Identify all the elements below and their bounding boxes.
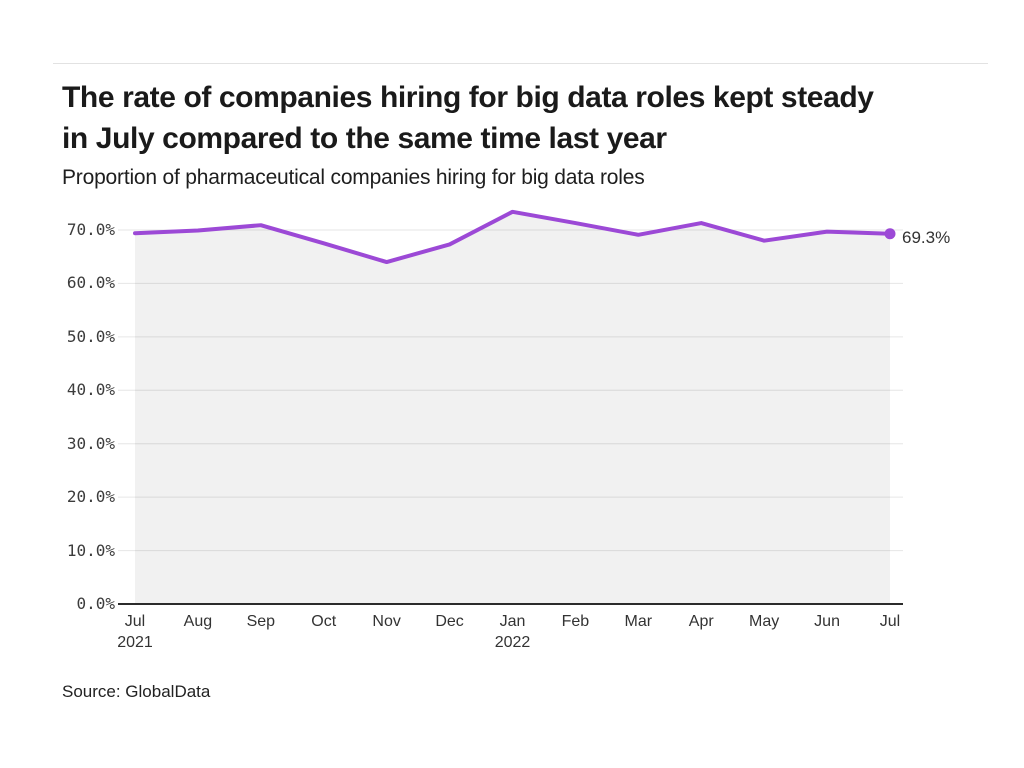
y-axis-tick-label: 40.0% — [66, 380, 115, 400]
x-axis-year-label: 2021 — [117, 634, 153, 651]
x-axis-month-label: Oct — [311, 613, 337, 630]
top-divider-rule — [53, 63, 988, 64]
trend-line — [133, 209, 892, 265]
x-axis-month-label: Jun — [814, 613, 840, 630]
chart-title-line-2: in July compared to the same time last y… — [62, 122, 667, 155]
y-axis-tick-label: 70.0% — [66, 220, 115, 239]
x-axis-month-label: Apr — [688, 613, 714, 630]
y-axis-tick-label: 20.0% — [66, 487, 115, 507]
chart-title-line-1: The rate of companies hiring for big dat… — [62, 81, 874, 114]
y-axis-tick-label: 10.0% — [66, 540, 115, 560]
chart-subtitle: Proportion of pharmaceutical companies h… — [62, 166, 645, 189]
y-axis-tick-label: 30.0% — [66, 433, 115, 453]
y-axis-tick-label: 50.0% — [66, 326, 115, 346]
x-axis-month-label: Jan — [499, 613, 526, 630]
x-axis-month-label: Nov — [372, 613, 401, 630]
x-axis-month-label: Aug — [183, 613, 213, 630]
x-axis-month-label: Jul — [879, 613, 901, 630]
last-value-label: 69.3% — [902, 228, 951, 247]
x-axis-month-label: Mar — [624, 613, 653, 630]
x-axis-month-label: Sep — [246, 613, 276, 630]
area-fill — [135, 211, 890, 604]
chart-title: The rate of companies hiring for big dat… — [62, 77, 874, 159]
source-attribution: Source: GlobalData — [62, 682, 211, 701]
last-point-marker — [884, 228, 896, 240]
x-axis-month-label: May — [749, 613, 780, 630]
x-axis-month-label: Feb — [561, 613, 590, 630]
y-axis-tick-label: 0.0% — [76, 594, 115, 613]
x-axis-month-label: Jul — [124, 613, 146, 630]
x-axis-month-label: Dec — [435, 613, 464, 630]
x-axis-year-label: 2022 — [494, 634, 531, 651]
y-axis-tick-label: 60.0% — [66, 273, 115, 293]
